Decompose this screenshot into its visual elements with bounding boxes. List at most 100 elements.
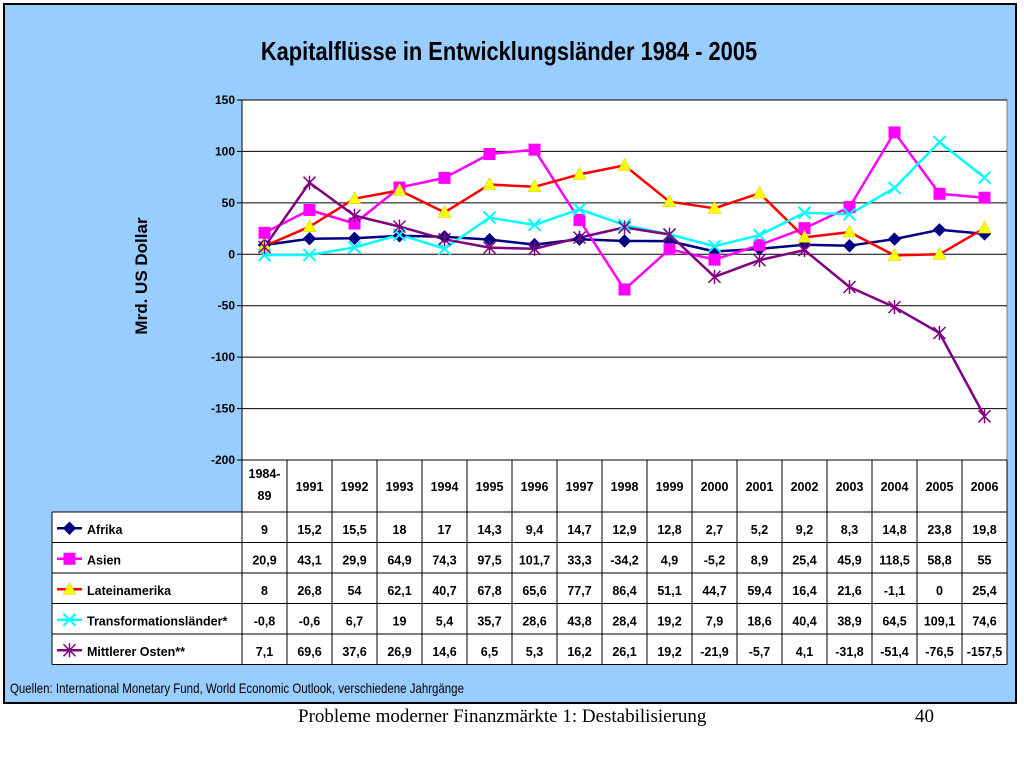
table-cell-value: 59,4: [747, 584, 771, 598]
table-cell-value: 33,3: [567, 553, 591, 567]
table-cell-value: 40,7: [432, 584, 456, 598]
table-cell-value: 2,7: [706, 523, 723, 537]
table-cell-value: 54: [348, 584, 362, 598]
category-label: 2003: [836, 480, 864, 494]
data-point-star: [752, 253, 767, 268]
data-point-star: [842, 279, 857, 294]
marker-stroke: [842, 207, 857, 221]
y-axis-label: Mrd. US Dollar: [132, 217, 151, 335]
table-cell-value: 40,4: [792, 614, 816, 628]
category-label: 2004: [881, 480, 909, 494]
table-cell-value: 44,7: [702, 584, 726, 598]
legend-series-name: Afrika: [87, 523, 123, 537]
table-cell-value: 55: [978, 553, 992, 567]
data-point-x: [887, 181, 902, 195]
data-point-triangle: [707, 200, 722, 214]
table-cell-value: 4,1: [796, 645, 813, 659]
data-point-star: [257, 239, 272, 254]
data-point-x: [932, 135, 947, 149]
data-point-star: [932, 325, 947, 340]
plot-background: [241, 99, 1008, 461]
table-cell-value: -31,8: [835, 645, 864, 659]
table-cell-value: 7,9: [706, 614, 723, 628]
table-cell-value: 51,1: [657, 584, 681, 598]
data-point-x: [977, 170, 992, 185]
y-tick-label: 0: [228, 247, 235, 261]
table-cell-value: 43,1: [297, 553, 321, 567]
table-cell-value: 37,6: [342, 645, 366, 659]
source-note: Quellen: International Monetary Fund, Wo…: [10, 680, 464, 696]
category-label: 2006: [971, 480, 999, 494]
category-label: 1991: [296, 480, 324, 494]
category-label: 1984-: [249, 467, 281, 481]
table-cell-value: 28,6: [522, 614, 546, 628]
data-point-x: [347, 240, 362, 255]
data-point-triangle: [932, 246, 947, 260]
data-point-square: [708, 253, 721, 266]
table-cell-value: 58,8: [927, 553, 951, 567]
y-tick-label: 100: [215, 144, 235, 158]
category-label: 1997: [566, 480, 594, 494]
table-cell-value: -51,4: [880, 645, 909, 659]
data-point-x: [707, 239, 722, 253]
table-cell-value: 69,6: [297, 645, 321, 659]
table-cell-value: 74,6: [972, 614, 996, 628]
table-cell-value: -157,5: [967, 645, 1002, 659]
data-point-square: [63, 552, 76, 565]
slide-footer-title: Probleme moderner Finanzmärkte 1: Destab…: [298, 706, 707, 727]
data-point-star: [977, 409, 992, 424]
data-point-square: [843, 201, 856, 214]
category-label: 2005: [926, 480, 954, 494]
table-cell-value: 18,6: [747, 614, 771, 628]
table-cell-value: 21,6: [837, 584, 861, 598]
data-point-diamond: [932, 223, 947, 237]
data-point-star: [302, 175, 317, 190]
data-point-square: [303, 203, 316, 216]
table-body-background: [52, 512, 1007, 665]
data-point-triangle: [62, 581, 77, 595]
table-cell-value: -0,6: [299, 614, 321, 628]
legend-series-name: Lateinamerika: [87, 584, 172, 598]
table-cell-value: 8: [261, 584, 268, 598]
data-point-triangle: [662, 194, 677, 207]
data-point-triangle: [797, 229, 812, 243]
legend-series-name: Transformationsländer*: [87, 614, 227, 628]
marker-stroke: [527, 218, 542, 232]
table-cell-value: 15,5: [342, 523, 366, 537]
table-cell-value: -5,2: [704, 553, 726, 567]
data-point-square: [528, 143, 541, 156]
table-cell-value: 8,9: [751, 553, 768, 567]
legend-series-name: Mittlerer Osten**: [87, 645, 185, 659]
marker-stroke: [62, 613, 77, 627]
marker-stroke: [752, 228, 767, 242]
data-point-square: [663, 243, 676, 256]
table-cell-value: 16,2: [567, 645, 591, 659]
table-cell-value: 118,5: [879, 553, 910, 567]
category-label: 1996: [521, 480, 549, 494]
data-point-star: [707, 269, 722, 284]
data-point-star: [392, 219, 407, 234]
table-cell-value: 77,7: [567, 584, 591, 598]
table-cell-value: 65,6: [522, 584, 546, 598]
data-point-x: [62, 613, 77, 627]
data-point-star: [617, 220, 632, 235]
data-point-x: [842, 207, 857, 221]
table-cell-value: 74,3: [432, 553, 456, 567]
y-tick-label: 150: [215, 93, 235, 107]
chart-svg: Kapitalflüsse in Entwicklungsländer 1984…: [10, 37, 1008, 696]
y-tick-label: -200: [211, 453, 235, 467]
data-point-diamond: [887, 232, 902, 246]
category-label: 2000: [701, 480, 729, 494]
table-cell-value: 67,8: [477, 584, 501, 598]
table-cell-value: 14,8: [882, 523, 906, 537]
y-tick-label: 50: [222, 196, 236, 210]
data-point-triangle: [887, 247, 902, 261]
table-cell-value: 45,9: [837, 553, 861, 567]
data-point-x: [302, 248, 317, 262]
data-point-square: [933, 187, 946, 200]
data-point-square: [753, 239, 766, 252]
table-cell-value: 19: [393, 614, 407, 628]
table-cell-value: 0: [936, 584, 943, 598]
data-point-x: [482, 210, 497, 225]
slide-page-number: 40: [915, 706, 934, 727]
